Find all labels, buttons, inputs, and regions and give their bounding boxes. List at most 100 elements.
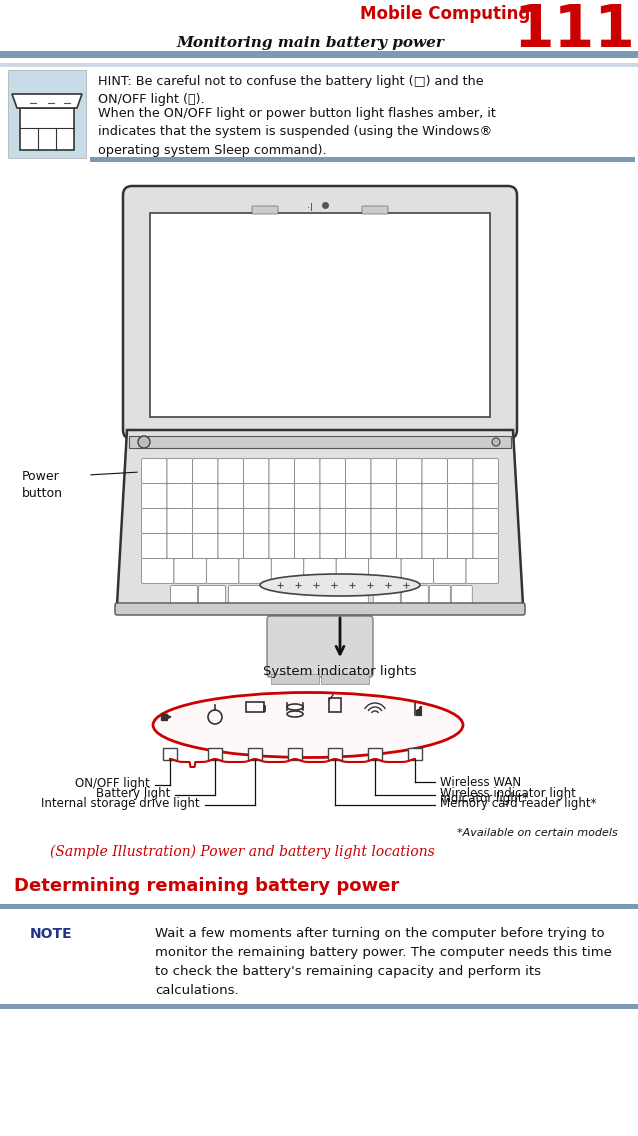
FancyBboxPatch shape [320, 459, 346, 484]
Bar [0, 904, 638, 909]
Bar [368, 747, 382, 760]
Text: 111: 111 [513, 2, 635, 59]
FancyBboxPatch shape [304, 559, 336, 584]
FancyBboxPatch shape [473, 509, 498, 534]
FancyBboxPatch shape [167, 484, 193, 509]
Text: Wireless WAN
indicator light*: Wireless WAN indicator light* [440, 776, 528, 805]
Ellipse shape [153, 693, 463, 758]
FancyBboxPatch shape [142, 534, 167, 559]
Text: Wireless indicator light: Wireless indicator light [440, 787, 576, 801]
FancyBboxPatch shape [422, 534, 447, 559]
FancyBboxPatch shape [473, 459, 498, 484]
FancyBboxPatch shape [193, 534, 218, 559]
FancyBboxPatch shape [167, 534, 193, 559]
FancyBboxPatch shape [401, 585, 428, 610]
FancyBboxPatch shape [267, 616, 373, 677]
FancyBboxPatch shape [434, 559, 466, 584]
Text: Battery light: Battery light [96, 787, 170, 801]
Text: Memory card reader light*: Memory card reader light* [440, 797, 597, 810]
FancyBboxPatch shape [336, 559, 369, 584]
FancyBboxPatch shape [244, 509, 269, 534]
FancyBboxPatch shape [295, 534, 320, 559]
FancyBboxPatch shape [244, 534, 269, 559]
FancyBboxPatch shape [218, 509, 244, 534]
FancyBboxPatch shape [373, 585, 400, 610]
FancyBboxPatch shape [167, 459, 193, 484]
FancyBboxPatch shape [396, 484, 422, 509]
Text: HINT: Be careful not to confuse the battery light (□) and the
ON/OFF light (⏻).: HINT: Be careful not to confuse the batt… [98, 75, 484, 106]
Polygon shape [117, 431, 523, 605]
FancyBboxPatch shape [401, 559, 434, 584]
FancyBboxPatch shape [429, 585, 450, 610]
FancyBboxPatch shape [371, 484, 396, 509]
FancyBboxPatch shape [207, 559, 239, 584]
FancyBboxPatch shape [115, 603, 525, 615]
FancyBboxPatch shape [346, 509, 371, 534]
FancyBboxPatch shape [269, 534, 295, 559]
FancyBboxPatch shape [396, 534, 422, 559]
FancyBboxPatch shape [218, 484, 244, 509]
FancyBboxPatch shape [269, 484, 295, 509]
FancyBboxPatch shape [473, 484, 498, 509]
Text: (Sample Illustration) Power and battery light locations: (Sample Illustration) Power and battery … [50, 845, 434, 860]
Bar [163, 747, 177, 760]
Bar [8, 70, 86, 158]
Text: System indicator lights: System indicator lights [263, 665, 417, 678]
FancyBboxPatch shape [269, 509, 295, 534]
FancyBboxPatch shape [142, 559, 174, 584]
FancyBboxPatch shape [422, 509, 447, 534]
FancyBboxPatch shape [198, 585, 225, 610]
Text: Internal storage drive light: Internal storage drive light [41, 797, 200, 810]
FancyBboxPatch shape [269, 459, 295, 484]
FancyBboxPatch shape [447, 534, 473, 559]
FancyBboxPatch shape [396, 509, 422, 534]
FancyBboxPatch shape [239, 559, 271, 584]
Text: Wait a few moments after turning on the computer before trying to
monitor the re: Wait a few moments after turning on the … [155, 927, 612, 997]
Text: Monitoring main battery power: Monitoring main battery power [176, 36, 444, 50]
FancyBboxPatch shape [422, 459, 447, 484]
FancyBboxPatch shape [346, 534, 371, 559]
FancyBboxPatch shape [346, 484, 371, 509]
Bar [0, 1004, 638, 1009]
Bar [288, 747, 302, 760]
FancyBboxPatch shape [295, 484, 320, 509]
FancyBboxPatch shape [142, 459, 167, 484]
Bar [246, 702, 264, 712]
FancyBboxPatch shape [295, 459, 320, 484]
Bar [328, 747, 342, 760]
FancyBboxPatch shape [320, 484, 346, 509]
Text: *Available on certain models: *Available on certain models [457, 828, 618, 838]
FancyBboxPatch shape [193, 459, 218, 484]
FancyBboxPatch shape [320, 509, 346, 534]
Text: Mobile Computing: Mobile Computing [360, 5, 530, 23]
Text: Power
button: Power button [22, 470, 63, 500]
FancyBboxPatch shape [193, 509, 218, 534]
FancyBboxPatch shape [244, 459, 269, 484]
FancyBboxPatch shape [167, 509, 193, 534]
FancyBboxPatch shape [447, 459, 473, 484]
Bar [0, 62, 638, 67]
FancyBboxPatch shape [123, 186, 517, 438]
FancyBboxPatch shape [228, 585, 368, 610]
FancyBboxPatch shape [422, 484, 447, 509]
Text: ON/OFF light: ON/OFF light [75, 777, 150, 791]
FancyBboxPatch shape [371, 534, 396, 559]
FancyBboxPatch shape [295, 509, 320, 534]
FancyBboxPatch shape [362, 206, 388, 214]
Bar [321, 674, 369, 684]
FancyBboxPatch shape [473, 534, 498, 559]
Bar [329, 698, 341, 712]
FancyBboxPatch shape [451, 585, 472, 610]
Text: When the ON/OFF light or power button light flashes amber, it
indicates that the: When the ON/OFF light or power button li… [98, 107, 496, 157]
FancyBboxPatch shape [371, 459, 396, 484]
FancyBboxPatch shape [346, 459, 371, 484]
Bar [20, 108, 74, 150]
FancyBboxPatch shape [447, 509, 473, 534]
FancyBboxPatch shape [371, 509, 396, 534]
Text: ·I: ·I [307, 203, 313, 214]
Bar [271, 674, 319, 684]
Bar [129, 436, 511, 448]
FancyBboxPatch shape [218, 534, 244, 559]
Bar [0, 51, 638, 58]
FancyBboxPatch shape [142, 484, 167, 509]
